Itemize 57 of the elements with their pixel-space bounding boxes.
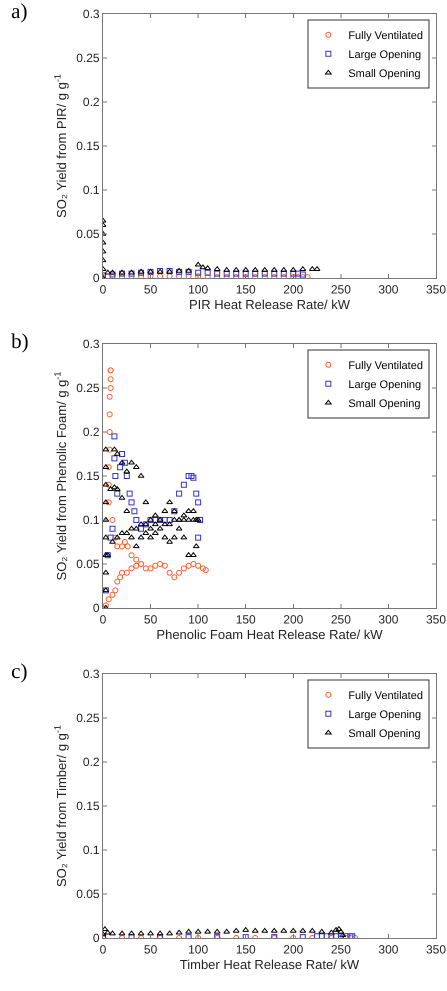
x-tick-label: 300 — [378, 612, 399, 626]
y-tick-label: 0.1 — [82, 843, 100, 858]
y-tick-label: 0.1 — [82, 513, 100, 528]
y-tick-label: 0.25 — [76, 711, 100, 726]
y-tick-label: 0 — [92, 271, 100, 286]
legend-label: Small Opening — [348, 398, 420, 410]
y-tick-label: 0.25 — [76, 51, 100, 66]
y-tick-label: 0.2 — [82, 425, 100, 440]
y-tick-label: 0.3 — [82, 7, 100, 22]
y-tick-label: 0.15 — [76, 469, 100, 484]
y-tick-label: 0.2 — [82, 755, 100, 770]
x-axis-title: PIR Heat Release Rate/ kW — [188, 297, 351, 312]
legend-label: Fully Ventilated — [348, 360, 423, 372]
y-tick-label: 0 — [92, 601, 100, 616]
legend-label: Small Opening — [348, 728, 420, 740]
y-tick-label: 0 — [92, 931, 100, 946]
x-tick-label: 300 — [378, 942, 399, 956]
y-tick-label: 0.15 — [76, 799, 100, 814]
y-tick-label: 0.2 — [82, 95, 100, 110]
x-tick-label: 50 — [144, 612, 158, 626]
x-tick-label: 150 — [236, 612, 256, 626]
y-tick-label: 0.3 — [82, 337, 100, 352]
legend-label: Large Opening — [348, 379, 422, 392]
x-tick-label: 350 — [426, 282, 446, 296]
x-tick-label: 350 — [426, 612, 446, 626]
chart-title: c) — [11, 659, 28, 683]
y-tick-label: 0.15 — [76, 139, 100, 154]
x-tick-label: 250 — [330, 942, 352, 956]
legend-label: Small Opening — [348, 68, 420, 80]
x-axis-title: Phenolic Foam Heat Release Rate/ kW — [156, 627, 384, 642]
x-tick-label: 300 — [378, 282, 399, 296]
x-tick-label: 200 — [283, 612, 304, 626]
x-tick-label: 100 — [188, 942, 208, 956]
legend-label: Fully Ventilated — [348, 30, 423, 42]
legend-label: Large Opening — [348, 709, 422, 722]
x-tick-label: 100 — [188, 612, 208, 626]
x-tick-label: 350 — [426, 942, 446, 956]
y-tick-label: 0.3 — [82, 667, 100, 682]
chart-title: b) — [11, 329, 29, 353]
y-tick-label: 0.25 — [76, 381, 100, 396]
y-tick-label: 0.05 — [76, 227, 100, 242]
x-tick-label: 50 — [144, 942, 158, 956]
x-axis-title: Timber Heat Release Rate/ kW — [180, 957, 360, 972]
chart-title: a) — [11, 0, 28, 23]
x-tick-label: 250 — [330, 612, 352, 626]
x-tick-label: 200 — [283, 282, 304, 296]
legend-label: Fully Ventilated — [348, 690, 423, 702]
y-tick-label: 0.05 — [76, 887, 100, 902]
x-tick-label: 200 — [283, 942, 304, 956]
x-tick-label: 250 — [330, 282, 352, 296]
x-tick-label: 150 — [236, 282, 256, 296]
y-tick-label: 0.1 — [82, 183, 100, 198]
x-tick-label: 150 — [236, 942, 256, 956]
x-tick-label: 100 — [188, 282, 208, 296]
legend-label: Large Opening — [348, 49, 422, 62]
x-tick-label: 50 — [144, 282, 158, 296]
y-tick-label: 0.05 — [76, 557, 100, 572]
